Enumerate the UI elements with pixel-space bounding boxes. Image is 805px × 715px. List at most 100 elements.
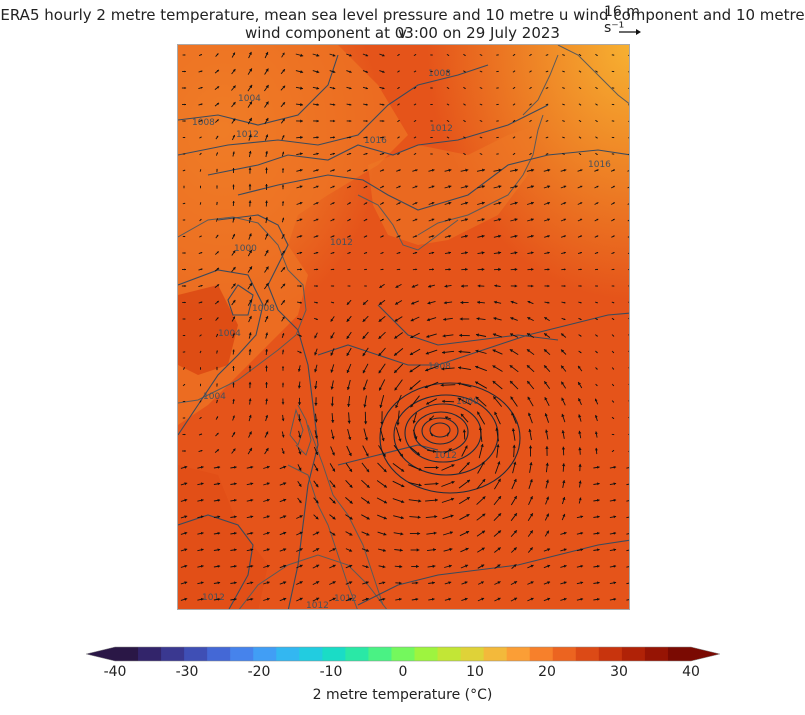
wind-arrow (379, 185, 385, 189)
wind-arrow (593, 531, 600, 535)
colorbar-segment (529, 647, 554, 661)
wind-arrow (199, 136, 202, 139)
wind-arrow (214, 284, 220, 288)
wind-arrow (182, 334, 186, 337)
wind-arrow (526, 185, 535, 189)
wind-arrow (346, 331, 352, 340)
wind-arrow (397, 103, 400, 106)
wind-arrow (476, 411, 486, 425)
wind-arrow (477, 267, 485, 271)
wind-arrow (545, 103, 549, 106)
wind-arrow (611, 367, 615, 370)
wind-arrow (611, 285, 615, 287)
wind-arrow (199, 202, 202, 205)
wind-arrow (543, 581, 551, 585)
wind-arrow (215, 152, 219, 156)
wind-arrow (409, 364, 421, 373)
wind-arrow (496, 103, 499, 106)
wind-arrow (493, 512, 502, 522)
wind-arrow (412, 235, 418, 238)
wind-arrow (392, 480, 405, 488)
wind-arrow (626, 582, 629, 585)
wind-arrow (216, 399, 218, 404)
wind-arrow (281, 447, 285, 455)
wind-arrow (543, 364, 551, 373)
wind-arrow (527, 234, 534, 238)
wind-arrow (509, 349, 519, 355)
wind-arrow (363, 120, 368, 122)
wind-arrow (197, 531, 204, 535)
wind-arrow (544, 396, 550, 407)
wind-arrow (494, 547, 501, 553)
map-panel[interactable]: 1004 1008 1008 1012 1016 1012 1016 1000 … (177, 44, 630, 610)
wind-arrow (329, 514, 336, 520)
wind-arrow (363, 103, 368, 106)
wind-arrow (182, 301, 186, 304)
wind-arrow (376, 497, 388, 504)
wind-arrow (529, 86, 532, 90)
wind-arrow (232, 332, 235, 339)
wind-arrow (182, 169, 186, 172)
wind-arrow (346, 169, 352, 172)
wind-arrow (214, 119, 220, 123)
wind-arrow (183, 185, 185, 189)
wind-arrow (510, 529, 518, 538)
wind-arrow (493, 218, 502, 222)
wind-arrow (281, 366, 285, 371)
wind-arrow (198, 251, 203, 255)
wind-arrow (428, 235, 435, 238)
map-canvas[interactable]: 1004 1008 1008 1012 1016 1012 1016 1000 … (178, 45, 630, 610)
wind-arrow (329, 103, 336, 106)
wind-arrow (527, 564, 534, 569)
wind-arrow (545, 87, 549, 89)
wind-arrow (282, 349, 285, 355)
wind-arrow (509, 364, 519, 373)
wind-arrow (347, 268, 351, 271)
wind-arrow (425, 349, 438, 355)
wind-arrow (198, 86, 203, 90)
wind-arrow (361, 548, 370, 552)
wind-arrow (345, 462, 353, 473)
wind-arrow (447, 432, 449, 437)
colorbar-label: 2 metre temperature (°C) (312, 687, 493, 703)
wind-arrow (296, 201, 303, 205)
wind-arrow (231, 431, 236, 438)
wind-arrow (593, 548, 600, 552)
wind-arrow (346, 363, 352, 374)
wind-arrow (595, 447, 598, 455)
colorbar-segment (460, 647, 485, 661)
wind-arrow (198, 449, 203, 453)
wind-arrow (444, 581, 452, 585)
wind-arrow (493, 530, 502, 537)
wind-arrow (611, 235, 615, 238)
wind-arrow (595, 53, 598, 57)
wind-arrow (265, 398, 268, 405)
contour-label: 1000 (456, 397, 479, 407)
wind-arrow (296, 119, 303, 123)
wind-arrow (297, 284, 302, 288)
wind-arrow (182, 400, 186, 403)
wind-arrow (248, 315, 252, 323)
wind-arrow (511, 428, 516, 441)
isobars (178, 54, 629, 609)
wind-arrow (330, 268, 335, 271)
wind-arrow (280, 85, 286, 91)
wind-arrow (231, 101, 236, 108)
wind-arrow (626, 533, 629, 535)
wind-arrow (543, 333, 551, 338)
wind-arrow (346, 379, 351, 391)
wind-arrow (475, 333, 487, 337)
wind-arrow (379, 86, 385, 90)
wind-arrow (441, 464, 455, 471)
wind-arrow (362, 379, 368, 391)
wind-arrow (527, 581, 534, 585)
wind-arrow (511, 564, 517, 569)
wind-arrow (199, 334, 202, 337)
wind-arrow (264, 117, 269, 125)
wind-arrow (409, 348, 421, 356)
wind-arrow (280, 266, 286, 273)
wind-arrow (529, 462, 533, 473)
wind-arrow (611, 301, 615, 304)
wind-arrow (393, 363, 404, 374)
wind-arrow (560, 218, 567, 222)
